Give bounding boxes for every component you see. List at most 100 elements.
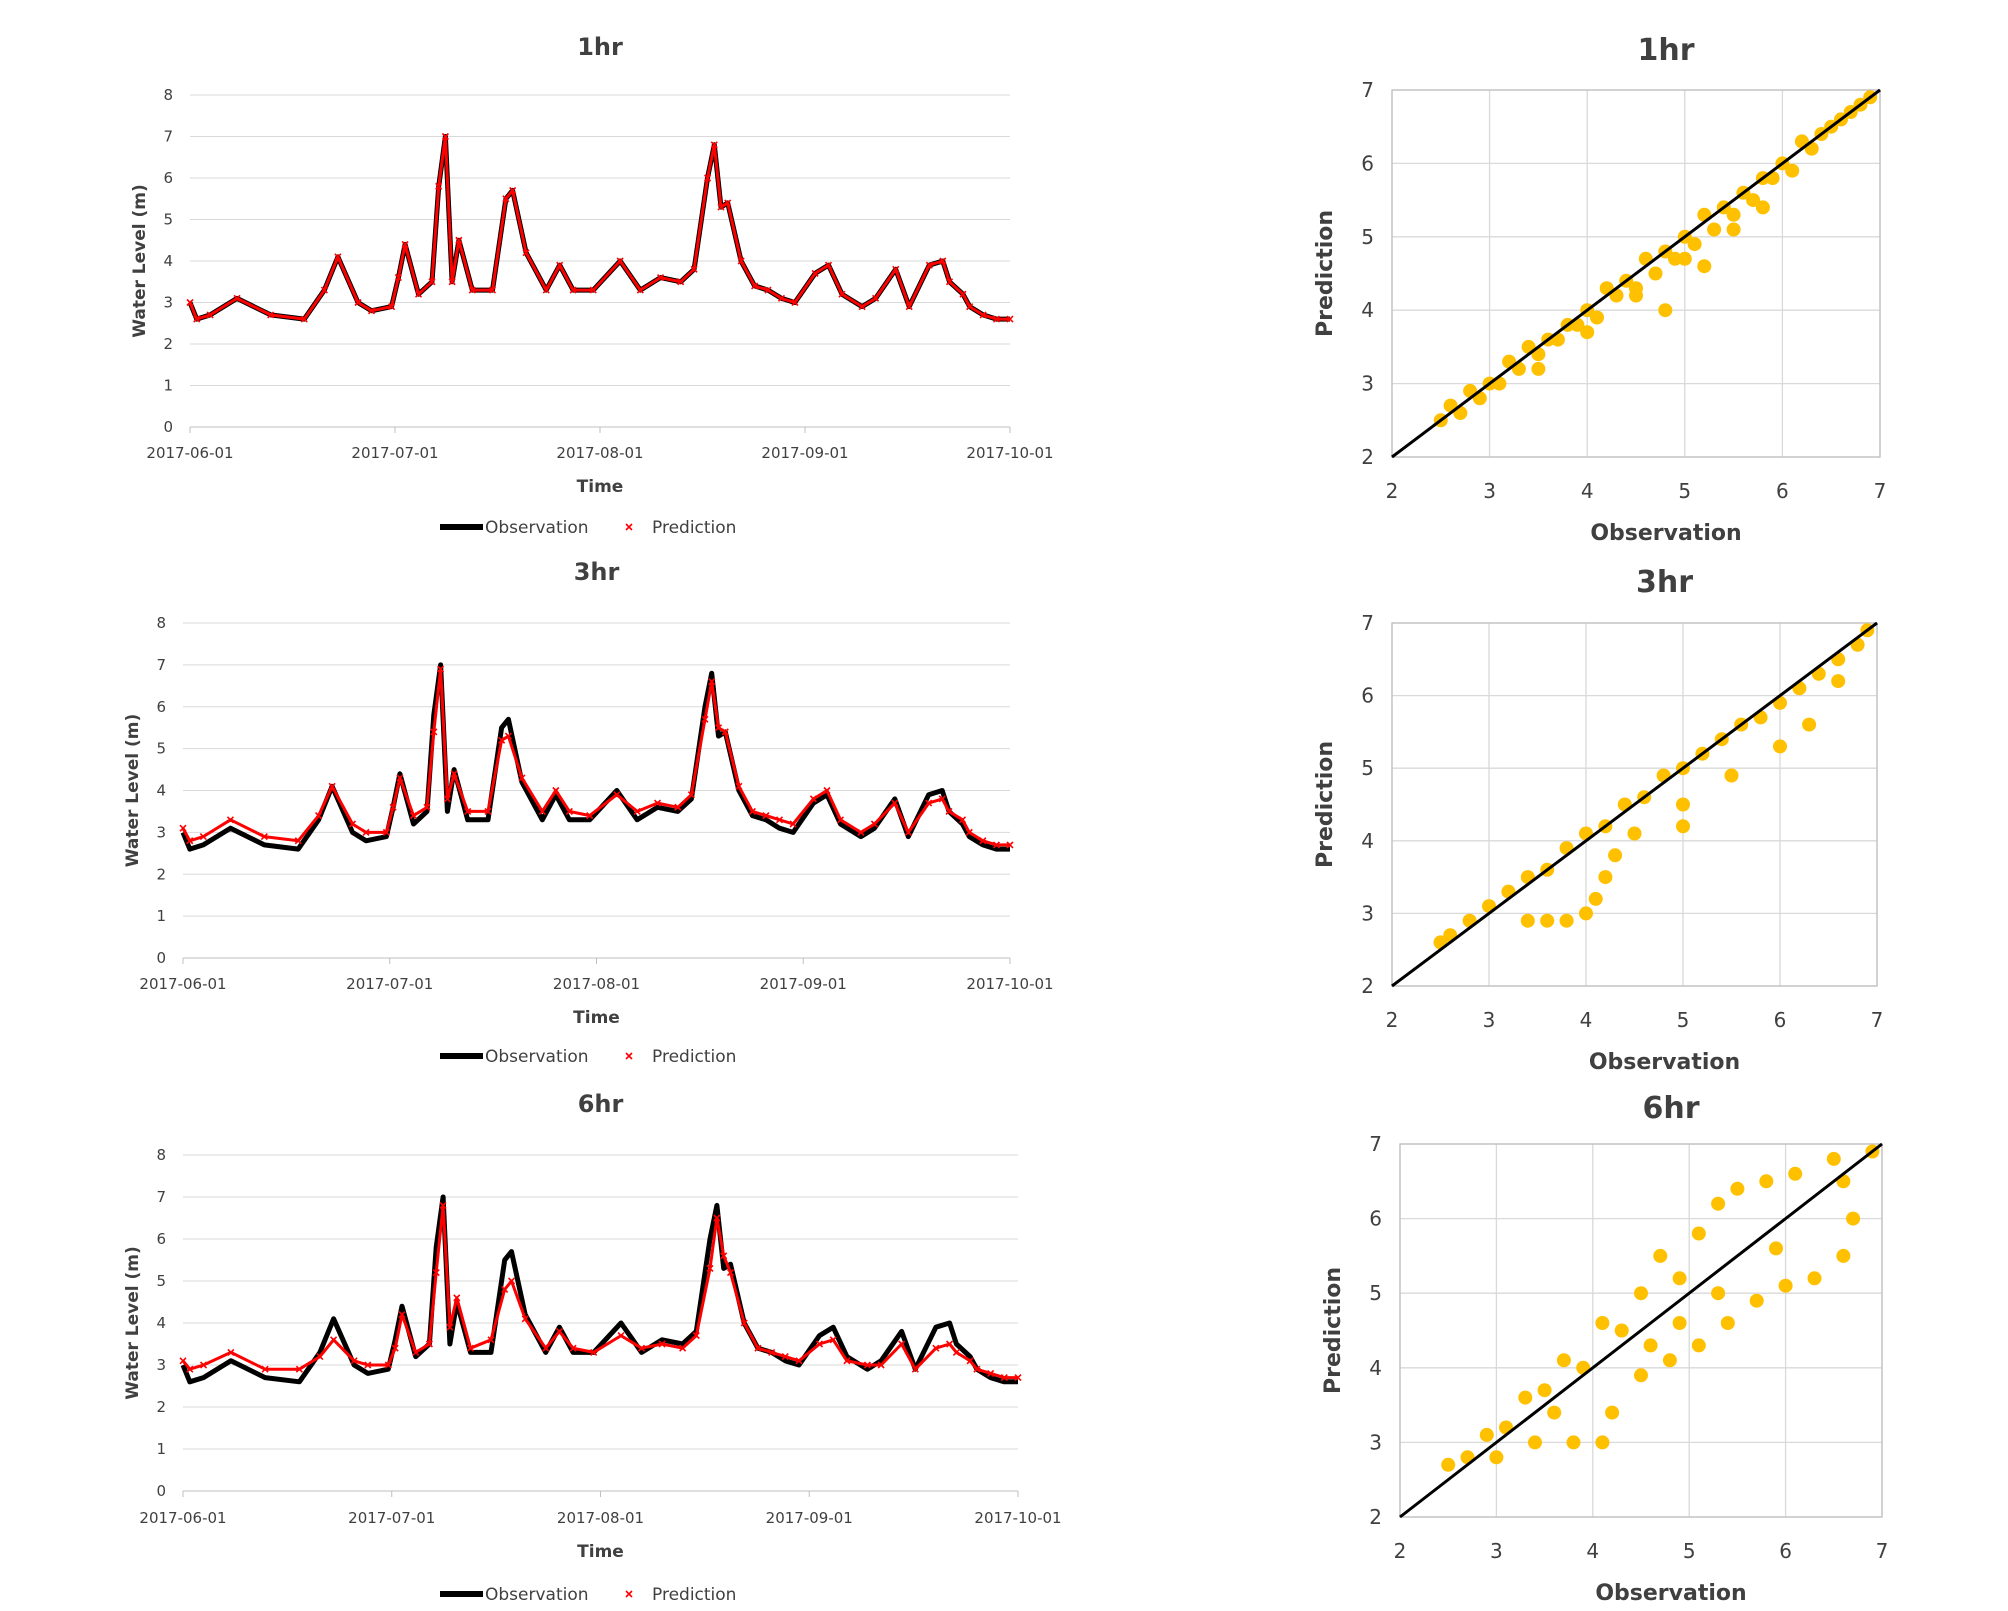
x-tick-label: 2017-10-01 bbox=[966, 975, 1053, 993]
prediction-point bbox=[905, 303, 913, 311]
prediction-point bbox=[1000, 1374, 1008, 1382]
prediction-point bbox=[992, 315, 1001, 323]
x-tick-label: 2017-06-01 bbox=[139, 1509, 226, 1527]
prediction-point bbox=[714, 724, 723, 732]
scatter-point bbox=[1676, 797, 1690, 812]
prediction-point bbox=[362, 828, 370, 836]
scatter-chart-6hr: 6hr 2 3 4 5 6 7 2 3 4 5 6 7 Observation Prediction bbox=[1321, 1091, 1888, 1606]
prediction-point bbox=[898, 1340, 906, 1348]
x-tick-label: 2017-08-01 bbox=[557, 1509, 644, 1527]
timeseries-chart-6hr: 6hr 0 1 2 3 4 5 6 7 8 2017-06-01 2017-07-01 2017-08-… bbox=[123, 1090, 1062, 1605]
prediction-point bbox=[468, 286, 476, 294]
prediction-point bbox=[717, 203, 725, 211]
scatter-point bbox=[1595, 1435, 1610, 1450]
y-tick-label: 0 bbox=[163, 418, 173, 436]
y-axis-title: Water Level (m) bbox=[123, 1246, 143, 1400]
prediction-point bbox=[552, 786, 560, 795]
prediction-point bbox=[959, 290, 967, 298]
prediction-point bbox=[398, 1311, 406, 1319]
prediction-point bbox=[863, 1361, 871, 1369]
scatter-point bbox=[1608, 848, 1623, 863]
y-tick-label: 6 bbox=[156, 698, 166, 716]
scatter-chart-3hr: 3hr 2 3 4 5 6 7 2 3 4 5 6 7 Observation Prediction bbox=[1313, 565, 1883, 1075]
prediction-point bbox=[713, 1214, 721, 1222]
prediction-point bbox=[384, 1361, 392, 1369]
prediction-point bbox=[437, 665, 445, 673]
x-tick-label: 6 bbox=[1776, 479, 1789, 503]
y-tick-label: 2 bbox=[156, 1398, 166, 1416]
prediction-point bbox=[498, 736, 506, 744]
prediction-point bbox=[965, 828, 973, 836]
prediction-point bbox=[911, 1365, 919, 1373]
prediction-point bbox=[701, 715, 709, 723]
prediction-point bbox=[501, 1285, 509, 1293]
scatter-point bbox=[1590, 310, 1604, 325]
legend-observation-label: Observation bbox=[485, 518, 589, 538]
prediction-point bbox=[872, 294, 880, 302]
prediction-point bbox=[809, 795, 817, 803]
prediction-point bbox=[507, 1277, 516, 1285]
scatter-point bbox=[1802, 717, 1817, 732]
prediction-point bbox=[992, 841, 1001, 849]
prediction-point bbox=[633, 807, 641, 816]
prediction-point bbox=[484, 807, 492, 816]
prediction-point bbox=[891, 799, 899, 807]
prediction-point bbox=[199, 832, 207, 841]
scatter-point bbox=[1826, 1151, 1841, 1166]
prediction-point bbox=[316, 1353, 324, 1361]
scatter-point bbox=[1726, 222, 1741, 237]
y-tick-label: 6 bbox=[1361, 684, 1374, 708]
prediction-point bbox=[737, 257, 745, 265]
legend-prediction-marker bbox=[625, 523, 633, 531]
prediction-point bbox=[430, 728, 438, 736]
prediction-point bbox=[388, 303, 396, 311]
prediction-point bbox=[448, 278, 456, 286]
prediction-point bbox=[446, 1323, 454, 1331]
identity-line bbox=[1391, 621, 1878, 988]
scatter-point bbox=[1479, 1427, 1494, 1442]
prediction-point bbox=[589, 286, 597, 294]
y-tick-label: 3 bbox=[156, 823, 166, 841]
prediction-point bbox=[487, 1336, 495, 1344]
x-tick-label: 2017-10-01 bbox=[974, 1509, 1061, 1527]
scatter-point bbox=[1730, 1181, 1745, 1196]
prediction-point bbox=[748, 807, 756, 816]
prediction-point bbox=[522, 249, 530, 257]
prediction-point bbox=[775, 816, 784, 824]
prediction-point bbox=[892, 265, 900, 273]
scatter-point bbox=[1653, 1248, 1668, 1263]
scatter-point bbox=[1648, 266, 1663, 281]
prediction-point bbox=[453, 1294, 461, 1302]
prediction-point bbox=[768, 1348, 776, 1356]
prediction-point bbox=[1006, 315, 1014, 323]
scatter-point bbox=[1566, 1435, 1581, 1450]
prediction-point bbox=[829, 1336, 837, 1344]
prediction-point bbox=[409, 812, 418, 820]
prediction-point bbox=[1014, 1374, 1022, 1382]
prediction-point bbox=[764, 286, 772, 294]
prediction-point bbox=[542, 1344, 550, 1352]
x-tick-label: 3 bbox=[1483, 1008, 1496, 1032]
legend-prediction-marker bbox=[625, 1052, 633, 1060]
prediction-point bbox=[502, 195, 510, 203]
prediction-point bbox=[439, 1201, 447, 1209]
x-tick-label: 5 bbox=[1678, 479, 1691, 503]
prediction-point bbox=[973, 1365, 981, 1373]
prediction-point bbox=[795, 1357, 803, 1365]
prediction-point bbox=[979, 837, 987, 845]
x-tick-label: 4 bbox=[1586, 1539, 1599, 1563]
prediction-point bbox=[616, 257, 624, 265]
prediction-point bbox=[939, 257, 947, 265]
prediction-point bbox=[692, 1332, 700, 1340]
prediction-point bbox=[823, 786, 831, 795]
x-tick-label: 4 bbox=[1580, 1008, 1593, 1032]
prediction-point bbox=[958, 816, 967, 824]
scatter-point bbox=[1489, 1450, 1504, 1465]
plot-area-border bbox=[1391, 622, 1878, 987]
identity-line bbox=[1399, 1142, 1883, 1519]
scatter-point bbox=[1707, 222, 1722, 237]
scatter-point bbox=[1540, 913, 1555, 928]
prediction-point bbox=[179, 1357, 187, 1365]
y-tick-label: 7 bbox=[156, 1188, 166, 1206]
prediction-point bbox=[432, 1269, 440, 1277]
